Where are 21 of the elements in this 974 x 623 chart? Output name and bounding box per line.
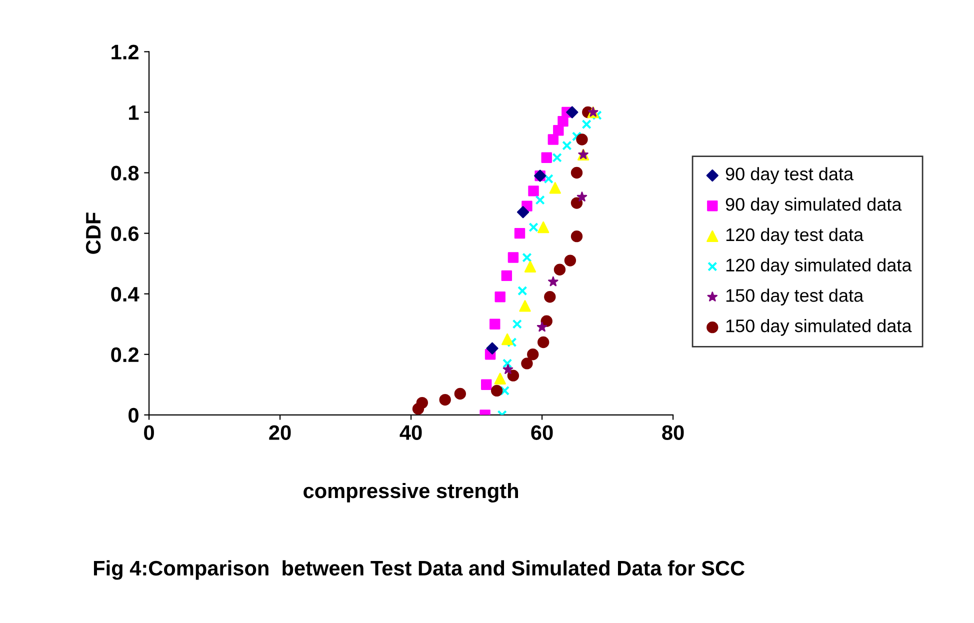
y-tick-label: 1.2 [112, 44, 138, 60]
x-axis-title: compressive strength [304, 482, 518, 502]
legend-label: 150 day simulated data [726, 318, 912, 336]
x-tick-label: 80 [662, 425, 684, 440]
legend-label: 90 day simulated data [726, 198, 902, 214]
legend-label: 120 day test data [726, 228, 864, 245]
x-tick-label: 40 [400, 425, 422, 440]
legend-label: 150 day test data [726, 288, 864, 306]
y-tick-label: 1 [129, 105, 139, 120]
y-tick-label: 0.2 [111, 347, 138, 362]
x-tick-label: 20 [269, 425, 291, 440]
x-tick-label: 60 [531, 425, 553, 440]
legend-label: 120 day simulated data [726, 258, 912, 276]
y-axis-title: CDF [86, 212, 101, 254]
x-tick-label: 0 [144, 425, 154, 440]
y-tick-label: 0 [128, 408, 138, 423]
legend-label: 90 day test data [726, 167, 854, 184]
y-tick-label: 0.4 [111, 286, 140, 302]
caption: Fig 4:Comparison between Test Data and Simulated Data for SCC [94, 560, 745, 580]
y-tick-label: 0.6 [111, 226, 139, 242]
y-tick-label: 0.8 [111, 166, 139, 181]
